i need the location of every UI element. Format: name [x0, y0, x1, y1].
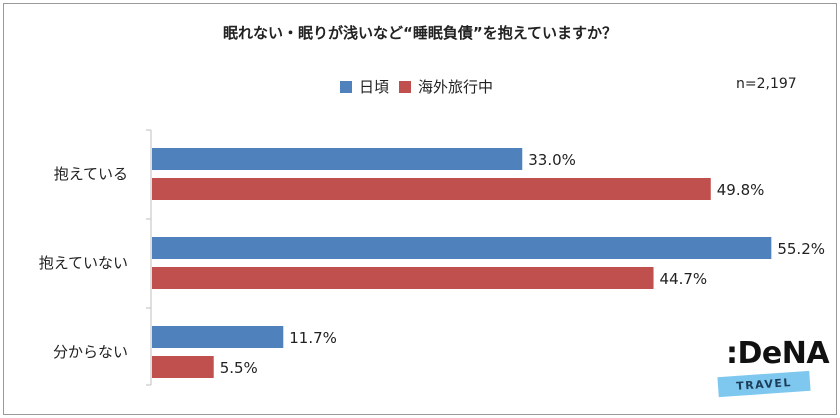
- category-label: 分からない: [53, 343, 128, 361]
- legend-label-series1: 日頃: [359, 78, 390, 96]
- logo-tag: TRAVEL: [717, 370, 811, 398]
- legend-swatch-series2: [399, 80, 412, 93]
- chart-legend: 日頃 海外旅行中: [340, 76, 493, 97]
- data-label: 49.8%: [717, 181, 765, 199]
- legend-swatch-series1: [340, 80, 352, 93]
- sample-size-note: n=2,197: [736, 76, 797, 92]
- bar-series1: [152, 148, 523, 170]
- bar-series2: [152, 267, 654, 289]
- bar-series2: [152, 356, 214, 378]
- legend-item-series1: 日頃: [340, 76, 389, 97]
- data-label: 44.7%: [660, 270, 708, 288]
- data-label: 5.5%: [220, 359, 258, 377]
- legend-item-series2: 海外旅行中: [399, 76, 493, 97]
- bar-series2: [152, 178, 711, 200]
- dena-travel-logo: :DeNA TRAVEL: [717, 336, 830, 406]
- data-label: 33.0%: [528, 151, 576, 169]
- chart-frame: [3, 3, 837, 415]
- bar-series1: [152, 326, 284, 348]
- legend-label-series2: 海外旅行中: [418, 78, 494, 96]
- logo-wordmark: :DeNA: [726, 336, 830, 371]
- bar-series1: [152, 237, 772, 259]
- data-label: 55.2%: [777, 240, 825, 258]
- category-label: 抱えていない: [39, 254, 128, 272]
- chart-title: 眠れない・眠りが浅いなど“睡眠負債”を抱えていますか？: [223, 24, 617, 42]
- data-label: 11.7%: [289, 329, 337, 347]
- category-label: 抱えている: [54, 165, 128, 183]
